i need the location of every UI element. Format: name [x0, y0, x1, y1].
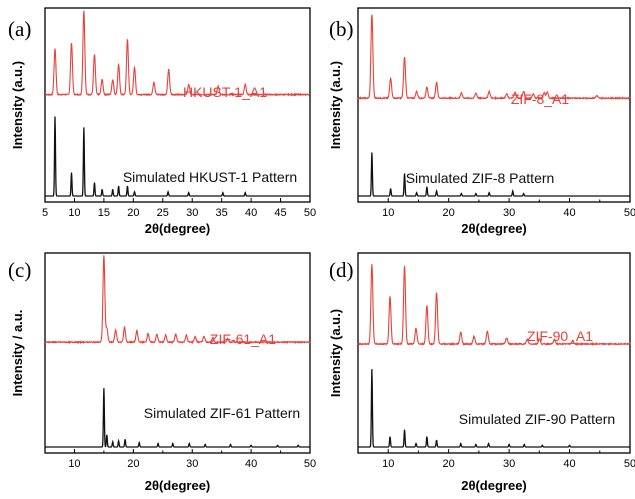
x-tick-label: 15: [98, 207, 110, 219]
x-tick-label: 20: [127, 207, 139, 219]
chart-panel-3: (c) 10 20 30 40 50 2θ(degree) Intensity / a.u. Z…: [8, 252, 316, 493]
x-tick-label: 45: [274, 207, 286, 219]
x-tick-label: 50: [624, 458, 635, 470]
measured-pattern-line: [44, 10, 311, 97]
simulated-pattern-line: [358, 152, 630, 197]
panel-letter: (c): [8, 258, 31, 282]
x-tick-label: 40: [563, 207, 575, 219]
series-label: HKUST-1_A1: [183, 84, 267, 100]
series-label: ZIF-90_A1: [527, 328, 593, 344]
series-label: ZIF-8_A1: [511, 91, 570, 107]
chart-panel-1: (a) 5 10 15 20 25 30 35 40 45 50 2θ(degree) Intensit…: [8, 7, 316, 236]
x-tick-label: 30: [503, 458, 515, 470]
simulated-pattern-line: [45, 116, 310, 197]
plot-frame: [357, 252, 631, 454]
plot-frame: [44, 252, 311, 454]
x-tick-label: 20: [443, 207, 455, 219]
x-tick-label: 25: [157, 207, 169, 219]
measured-pattern-line: [357, 264, 631, 347]
series-label: Simulated ZIF-61 Pattern: [144, 405, 300, 421]
x-tick-label: 30: [503, 207, 515, 219]
x-tick-label: 50: [624, 207, 635, 219]
x-tick-label: 40: [245, 207, 257, 219]
panel-letter: (b): [329, 17, 354, 41]
x-axis-title: 2θ(degree): [145, 478, 211, 493]
x-tick-label: 10: [382, 458, 394, 470]
panel-letter: (d): [329, 258, 354, 282]
x-tick-label: 10: [68, 207, 80, 219]
y-axis-title: Intensity (a.u.): [328, 61, 343, 149]
chart-panel-4: (d) 10 20 30 40 50 2θ(degree) Intensity (a.u.) Z…: [328, 252, 635, 493]
x-tick-label: 50: [304, 207, 316, 219]
x-tick-label: 30: [186, 207, 198, 219]
series-label: Simulated ZIF-8 Pattern: [406, 170, 555, 186]
plot-frame: [44, 7, 311, 203]
x-tick-label: 20: [127, 458, 139, 470]
panel-letter: (a): [8, 17, 31, 41]
simulated-pattern-line: [358, 369, 630, 448]
chart-panel-2: (b) 10 20 30 40 50 2θ(degree) Intensity (a.u.) Z…: [328, 7, 635, 236]
x-tick-label: 20: [443, 458, 455, 470]
y-axis-title: Intensity / a.u.: [10, 310, 25, 397]
x-axis-title: 2θ(degree): [461, 478, 527, 493]
x-tick-label: 50: [304, 458, 316, 470]
series-label: Simulated ZIF-90 Pattern: [459, 411, 615, 427]
simulated-pattern-line: [45, 388, 310, 448]
x-tick-label: 10: [382, 207, 394, 219]
x-axis-title: 2θ(degree): [145, 221, 211, 236]
y-axis-title: Intensity (a.u.): [328, 309, 343, 397]
x-tick-label: 5: [42, 207, 48, 219]
measured-pattern-line: [357, 14, 631, 101]
series-label: ZIF-61_A1: [210, 331, 276, 347]
x-tick-label: 30: [186, 458, 198, 470]
x-axis-title: 2θ(degree): [461, 221, 527, 236]
measured-pattern-line: [44, 255, 311, 345]
x-tick-label: 40: [245, 458, 257, 470]
plot-frame: [357, 7, 631, 203]
x-tick-label: 40: [563, 458, 575, 470]
series-label: Simulated HKUST-1 Pattern: [123, 169, 297, 185]
x-tick-label: 10: [68, 458, 80, 470]
y-axis-title: Intensity (a.u.): [10, 61, 25, 149]
x-tick-label: 35: [216, 207, 228, 219]
